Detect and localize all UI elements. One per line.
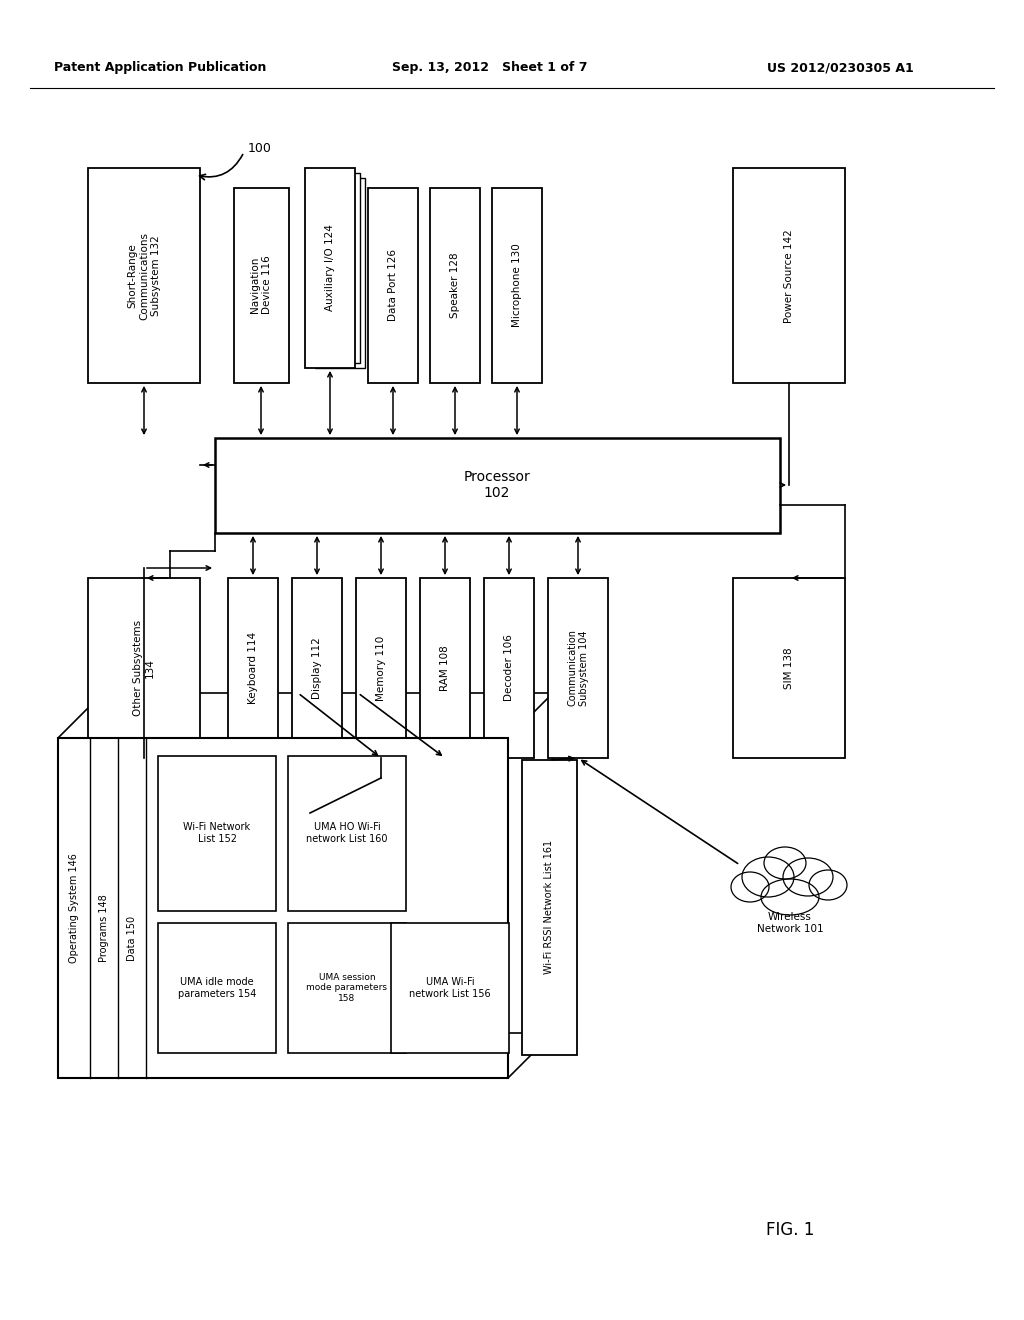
Text: Wi-Fi RSSI Network List 161: Wi-Fi RSSI Network List 161 — [544, 840, 554, 974]
Bar — [356, 578, 406, 758]
Text: Memory 110: Memory 110 — [376, 635, 386, 701]
Bar — [103, 693, 553, 1034]
Bar — [733, 578, 845, 758]
Text: Navigation
Device 116: Navigation Device 116 — [250, 256, 271, 314]
Bar — [368, 187, 418, 383]
Ellipse shape — [731, 873, 769, 902]
Ellipse shape — [809, 870, 847, 900]
Text: FIG. 1: FIG. 1 — [766, 1221, 814, 1239]
Bar — [158, 923, 276, 1053]
Text: Patent Application Publication: Patent Application Publication — [54, 62, 266, 74]
Text: Microphone 130: Microphone 130 — [512, 243, 522, 327]
Bar — [215, 438, 780, 533]
Text: Other Subsystems
134: Other Subsystems 134 — [133, 620, 155, 715]
Bar — [548, 578, 608, 758]
Text: RAM 108: RAM 108 — [440, 645, 450, 690]
Bar — [158, 756, 276, 911]
Bar — [484, 578, 534, 758]
Bar — [522, 760, 577, 1055]
Text: Wireless
Network 101: Wireless Network 101 — [757, 912, 823, 933]
Bar — [288, 756, 406, 911]
Text: SIM 138: SIM 138 — [784, 647, 794, 689]
Bar — [288, 923, 406, 1053]
Text: Power Source 142: Power Source 142 — [784, 230, 794, 323]
Bar — [305, 168, 355, 368]
Text: Programs 148: Programs 148 — [99, 894, 109, 962]
Text: UMA session
mode parameters
158: UMA session mode parameters 158 — [306, 973, 387, 1003]
Text: Sep. 13, 2012   Sheet 1 of 7: Sep. 13, 2012 Sheet 1 of 7 — [392, 62, 588, 74]
Ellipse shape — [761, 879, 819, 915]
Text: Speaker 128: Speaker 128 — [450, 252, 460, 318]
Text: Processor
102: Processor 102 — [464, 470, 530, 500]
Text: Short-Range
Communications
Subsystem 132: Short-Range Communications Subsystem 132 — [127, 232, 161, 319]
Text: Keyboard 114: Keyboard 114 — [248, 632, 258, 704]
Text: Data Port 126: Data Port 126 — [388, 249, 398, 321]
Text: UMA idle mode
parameters 154: UMA idle mode parameters 154 — [178, 977, 256, 999]
Ellipse shape — [764, 847, 806, 879]
Text: 100: 100 — [248, 141, 272, 154]
Text: Decoder 106: Decoder 106 — [504, 635, 514, 701]
Bar — [88, 578, 200, 758]
Text: US 2012/0230305 A1: US 2012/0230305 A1 — [767, 62, 913, 74]
Bar — [234, 187, 289, 383]
Bar — [391, 923, 509, 1053]
Bar — [315, 178, 365, 368]
Ellipse shape — [783, 858, 833, 896]
Bar — [310, 173, 360, 363]
Text: Auxiliary I/O 124: Auxiliary I/O 124 — [325, 224, 335, 312]
Bar — [430, 187, 480, 383]
Text: UMA Wi-Fi
network List 156: UMA Wi-Fi network List 156 — [410, 977, 490, 999]
Bar — [58, 738, 508, 1078]
Bar — [292, 578, 342, 758]
Bar — [420, 578, 470, 758]
Bar — [88, 168, 200, 383]
Ellipse shape — [742, 857, 794, 898]
Text: Display 112: Display 112 — [312, 638, 322, 698]
Text: Wi-Fi Network
List 152: Wi-Fi Network List 152 — [183, 822, 251, 843]
Text: UMA HO Wi-Fi
network List 160: UMA HO Wi-Fi network List 160 — [306, 822, 388, 843]
Bar — [228, 578, 278, 758]
Text: Communication
Subsystem 104: Communication Subsystem 104 — [567, 630, 589, 706]
Bar — [733, 168, 845, 383]
Text: Data 150: Data 150 — [127, 916, 137, 961]
Text: Operating System 146: Operating System 146 — [69, 853, 79, 962]
Bar — [492, 187, 542, 383]
